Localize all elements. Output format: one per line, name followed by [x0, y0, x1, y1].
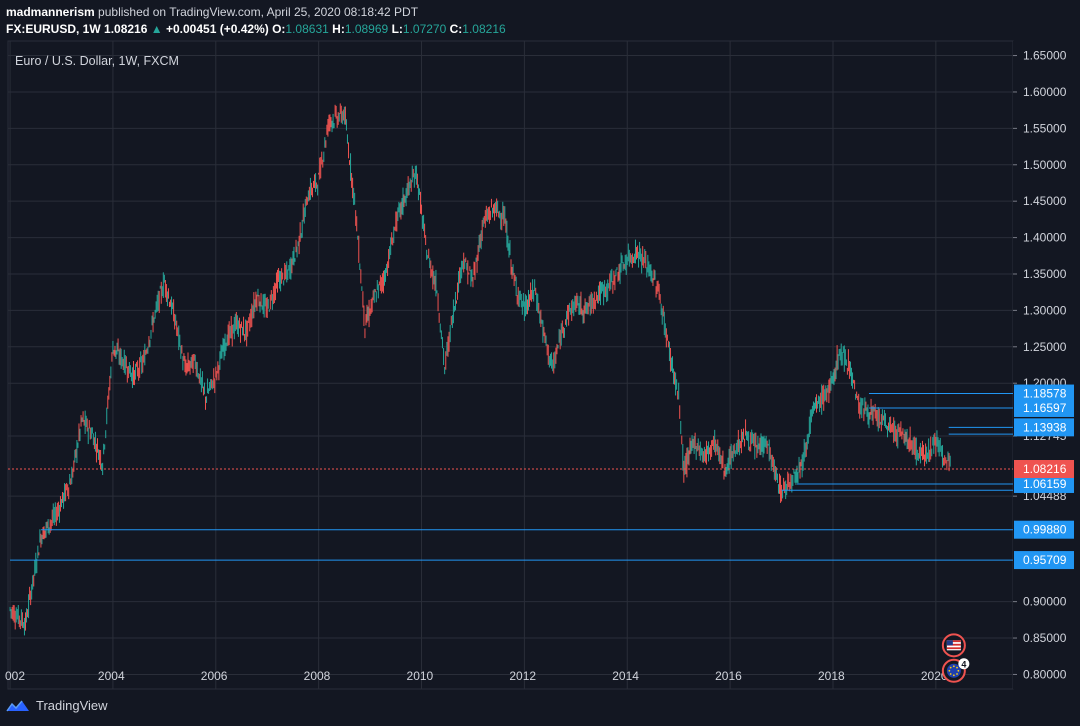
last-price: 1.08216 [104, 22, 148, 36]
y-tick-label: 1.40000 [1023, 231, 1067, 245]
us-flag-stripe [946, 647, 961, 650]
level-price-label: 0.99880 [1023, 523, 1067, 537]
x-tick-label: 2018 [818, 669, 845, 683]
published-text: published on TradingView.com, April 25, … [98, 5, 419, 19]
x-tick-label: 2016 [715, 669, 742, 683]
eu-flag-star [952, 674, 955, 677]
open-value: 1.08631 [285, 22, 329, 36]
event-markers[interactable]: 4 [941, 633, 970, 683]
x-tick-label: 002 [5, 669, 25, 683]
eu-flag-star [948, 669, 951, 672]
eu-flag-star [949, 666, 952, 669]
eu-flag-star [956, 666, 958, 669]
eu-flag-star [956, 673, 958, 675]
level-price-badge[interactable] [1014, 474, 1074, 493]
us-flag-canton [946, 640, 953, 646]
price-change: +0.00451 (+0.42%) [165, 22, 269, 36]
close-label: C: [449, 22, 463, 36]
event-count-badge [958, 658, 970, 670]
y-tick-label: 1.25000 [1023, 340, 1067, 354]
us-flag-stripe [946, 643, 961, 646]
price-axis-bg [1013, 41, 1080, 689]
y-tick-label: 1.30000 [1023, 303, 1067, 317]
y-tick-label: 1.35000 [1023, 267, 1067, 281]
current-price-badge[interactable] [1014, 460, 1074, 479]
us-flag-stripe [946, 640, 961, 643]
current-price-label: 1.08216 [1023, 462, 1067, 476]
symbol-label: FX:EURUSD, 1W [6, 22, 101, 36]
low-value: 1.07270 [402, 22, 447, 36]
ohlc-legend: FX:EURUSD, 1W 1.08216 ▲ +0.00451 (+0.42%… [6, 22, 506, 36]
low-label: L: [391, 22, 403, 36]
author-name[interactable]: madmannerism [6, 5, 95, 19]
level-price-badge[interactable] [1014, 384, 1074, 403]
level-price-badge[interactable] [1014, 418, 1074, 437]
candles [9, 103, 951, 636]
y-tick-label: 0.85000 [1023, 631, 1067, 645]
x-tick-label: 2008 [304, 669, 331, 683]
event-count-label: 4 [961, 659, 966, 669]
close-value: 1.08216 [462, 22, 506, 36]
high-value: 1.08969 [344, 22, 389, 36]
footer: TradingView [6, 698, 108, 713]
y-tick-label: 0.80000 [1023, 667, 1067, 681]
tradingview-logo-icon [6, 700, 29, 711]
chart-title: Euro / U.S. Dollar, 1W, FXCM [15, 54, 179, 68]
up-arrow-icon: ▲ [150, 22, 163, 36]
publish-info: madmannerism published on TradingView.co… [6, 5, 418, 19]
y-tick-label: 1.50000 [1023, 158, 1067, 172]
level-price-badge[interactable] [1014, 551, 1074, 570]
x-tick-label: 2006 [201, 669, 228, 683]
y-tick-label: 1.60000 [1023, 85, 1067, 99]
y-tick-label: 1.65000 [1023, 49, 1067, 63]
x-tick-label: 2004 [98, 669, 125, 683]
x-tick-label: 2014 [612, 669, 639, 683]
x-tick-label: 2010 [407, 669, 434, 683]
level-price-label: 0.95709 [1023, 553, 1067, 567]
price-axis[interactable]: 1.65000 1.60000 1.55000 1.50000 1.45000 1.400… [1013, 41, 1080, 689]
y-tick-label: 1.55000 [1023, 121, 1067, 135]
chart-frame [7, 40, 1014, 690]
brand-label: TradingView [36, 698, 108, 713]
horizontal-levels [8, 393, 1013, 561]
level-price-label: 1.06159 [1023, 477, 1067, 491]
open-label: O: [272, 22, 286, 36]
high-label: H: [332, 22, 345, 36]
y-tick-label: 1.45000 [1023, 194, 1067, 208]
time-axis[interactable]: 002 2004 2006 2008 2010 2012 2014 2016 2018 2020 [5, 669, 948, 683]
level-price-label: 1.18578 [1023, 387, 1067, 401]
level-price-label: 1.16597 [1023, 401, 1067, 415]
grid [8, 41, 1013, 689]
x-tick-label: 2020 [921, 669, 948, 683]
eu-flag-star [957, 669, 960, 672]
eu-flag-star [952, 665, 955, 668]
eu-flag-star [949, 673, 952, 675]
level-price-badge[interactable] [1014, 398, 1074, 417]
x-tick-label: 2012 [509, 669, 536, 683]
level-price-badge[interactable] [1014, 520, 1074, 539]
level-price-label: 1.13938 [1023, 420, 1067, 434]
y-tick-label: 0.90000 [1023, 595, 1067, 609]
